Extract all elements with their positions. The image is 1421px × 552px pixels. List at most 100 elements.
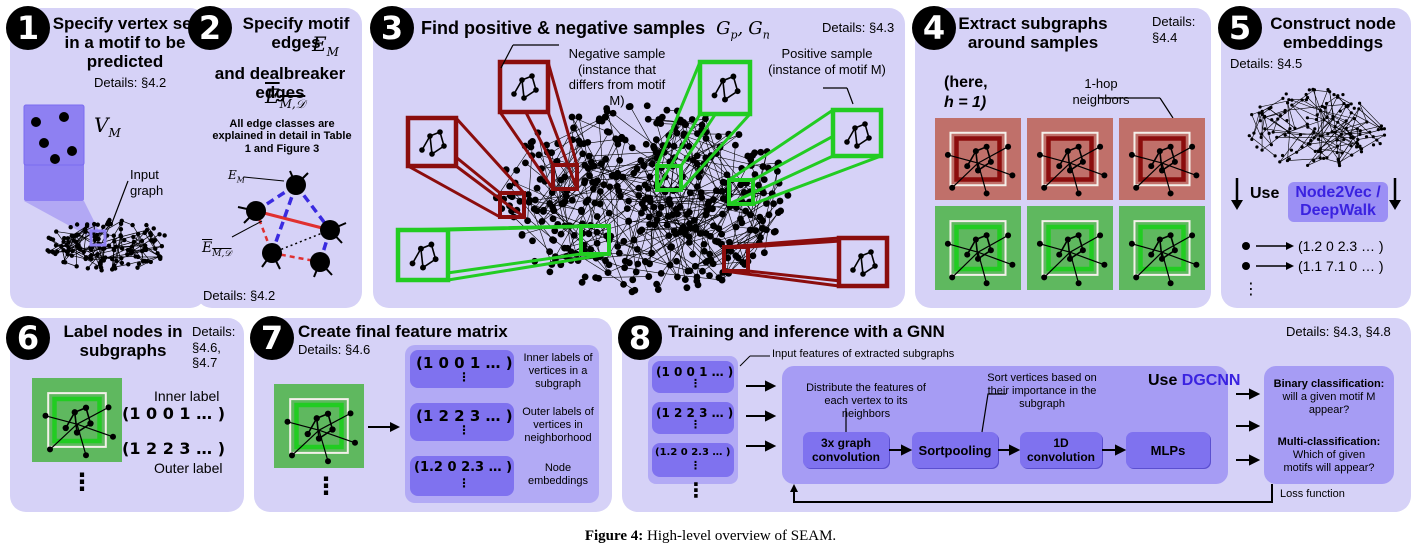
step-badge-8: 8 — [618, 316, 662, 360]
binary-title: Binary classification: — [1273, 378, 1385, 390]
panel-8-dots: ⋮ — [686, 480, 706, 502]
use-text: Use — [1148, 372, 1182, 389]
matrix-row-2-text: (1 2 2 3 … ) — [416, 407, 513, 425]
panel-5-graphic — [1247, 87, 1387, 168]
panel-6-details: Details: §4.6, §4.7 — [192, 324, 236, 371]
matrix-row-1-text: (1 0 0 1 … ) — [416, 354, 513, 372]
panel-5-details: Details: §4.5 — [1230, 56, 1303, 71]
panel-1-details: Details: §4.2 — [94, 75, 167, 90]
vm-symbol: V — [94, 113, 109, 137]
caption-label: Figure 4: — [584, 528, 644, 544]
panel-8-title: Training and inference with a GNN — [668, 322, 945, 341]
matrix-row-2: (1 2 2 3 … ) ⋮ — [410, 403, 514, 441]
positive-sample-label: Positive sample (instance of motif M) — [768, 46, 886, 77]
hop-neighbors-label: 1-hop neighbors — [1072, 76, 1130, 107]
node2vec-box: Node2Vec / DeepWalk — [1288, 182, 1388, 222]
gp-sub: p — [730, 28, 738, 42]
vm-label: VM — [94, 113, 121, 140]
vm-sub: M — [108, 126, 121, 140]
matrix-row-3: (1.2 0 2.3 … ) ⋮ — [410, 456, 514, 496]
em-sub: M — [326, 45, 339, 59]
em-char: E — [312, 32, 327, 56]
embedding-1: (1.2 0 2.3 … ) — [1298, 238, 1384, 254]
step-badge-1: 1 — [6, 6, 50, 50]
binary-desc: will a given motif M appear? — [1282, 391, 1376, 417]
panel-1-graphic — [23, 104, 167, 273]
panel-5-title: Construct node embeddings — [1270, 14, 1396, 53]
em-symbol: EM — [312, 33, 339, 59]
panel-8-details: Details: §4.3, §4.8 — [1286, 324, 1391, 339]
here-label: (here, — [944, 74, 988, 91]
sortpooling-block: Sortpooling — [912, 432, 998, 468]
input-feature-2: (1 2 2 3 … ) ⋮ — [652, 402, 734, 434]
step-badge-4: 4 — [912, 6, 956, 50]
dgcnn-label: DGCNN — [1181, 372, 1241, 389]
gn-char: G — [748, 18, 763, 39]
ed-symbol: EM,𝒟 — [265, 85, 305, 111]
panel-3-title: Find positive & negative samples Gp, Gn — [421, 18, 770, 42]
embedding-arrows — [1242, 242, 1294, 270]
matrix-row-3-text: (1.2 0 2.3 … ) — [414, 460, 513, 475]
panel-4-graphic — [935, 97, 1205, 290]
loss-function-label: Loss function — [1280, 488, 1345, 500]
gn-symbol: Gn — [748, 18, 769, 41]
panel-2-graphic — [231, 170, 347, 278]
input-feature-2-dots: ⋮ — [690, 418, 701, 431]
input-features-pointer — [739, 355, 770, 367]
panel-6-dots: ⋮ — [70, 469, 94, 496]
input-features-label: Input features of extracted subgraphs — [772, 348, 955, 360]
panel-4-title: Extract subgraphs around samples — [958, 14, 1108, 53]
matrix-label-1: Inner labels of vertices in a subgraph — [523, 352, 593, 391]
gp-symbol: Gp, — [716, 18, 744, 42]
step-badge-5: 5 — [1218, 6, 1262, 50]
panel-2-title-b: and dealbreaker edges — [214, 64, 346, 103]
em-edge-label: EM — [228, 168, 245, 185]
em-edge-sub: M — [236, 175, 245, 185]
panel-1-title: Specify vertex set in a motif to be pred… — [52, 14, 198, 72]
panel-2-title-a: Specify motif edges — [242, 14, 350, 53]
panel-4-details: Details: §4.4 — [1152, 14, 1196, 45]
label-vector-2: (1 2 2 3 … ) — [122, 439, 226, 458]
step-badge-3: 3 — [370, 6, 414, 50]
step-badge-2: 2 — [188, 6, 232, 50]
input-feature-2-text: (1 2 2 3 … ) — [656, 406, 734, 420]
ed-edge-char: E — [202, 240, 213, 256]
step-badge-6: 6 — [6, 316, 50, 360]
gp-char: G — [716, 18, 731, 39]
use-label-5: Use — [1250, 185, 1280, 202]
figure-caption: Figure 4: High-level overview of SEAM. — [0, 528, 1421, 545]
panel-3-graphic — [395, 44, 890, 296]
panel-5-dots: ⋮ — [1243, 281, 1259, 298]
input-feature-1-text: (1 0 0 1 … ) — [656, 365, 734, 379]
em-edge-char: E — [228, 168, 237, 182]
inner-label: Inner label — [154, 388, 220, 404]
matrix-row-1-dots: ⋮ — [458, 370, 470, 384]
down-arrow-left — [1231, 178, 1243, 210]
input-feature-3-dots: ⋮ — [690, 459, 701, 472]
panel-7-details: Details: §4.6 — [298, 342, 371, 357]
panel-5 — [1221, 8, 1411, 308]
ed-sub: M,𝒟 — [279, 97, 306, 111]
multi-title: Multi-classification: — [1277, 436, 1381, 448]
matrix-label-2: Outer labels of vertices in neighborhood — [522, 406, 594, 445]
panel-2-note: All edge classes are explained in detail… — [212, 118, 352, 155]
matrix-row-3-dots: ⋮ — [458, 476, 470, 490]
negative-sample-label: Negative sample (instance that differs f… — [568, 46, 666, 108]
use-label-8: Use DGCNN — [1148, 372, 1240, 390]
conv1d-block: 1D convolution — [1020, 432, 1102, 468]
embedding-2: (1.1 7.1 0 … ) — [1298, 258, 1384, 274]
h-label: h = 1) — [944, 94, 987, 111]
sort-label: Sort vertices based on their importance … — [987, 372, 1097, 411]
multi-desc: Which of given motifs will appear? — [1283, 449, 1375, 475]
panel-7-graphic — [274, 384, 364, 468]
panel-7-arrow — [368, 422, 400, 432]
input-graph-label: Input graph — [130, 167, 164, 198]
ed-char: E — [265, 84, 280, 108]
input-feature-1: (1 0 0 1 … ) ⋮ — [652, 361, 734, 393]
panel-6-graphic — [32, 378, 122, 462]
ed-edge-label: EM,𝒟 — [202, 240, 232, 260]
input-feature-1-dots: ⋮ — [690, 377, 701, 390]
panel-3-title-text: Find positive & negative samples — [421, 18, 706, 38]
matrix-row-2-dots: ⋮ — [458, 423, 470, 437]
